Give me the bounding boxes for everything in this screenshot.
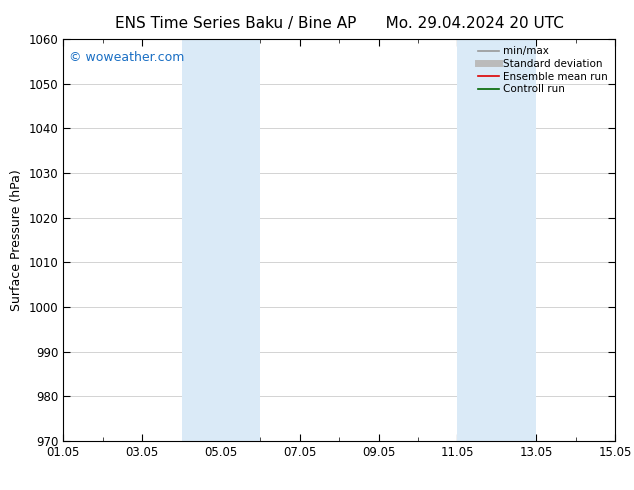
Bar	[181, 39, 261, 441]
Y-axis label: Surface Pressure (hPa): Surface Pressure (hPa)	[10, 169, 23, 311]
Title: ENS Time Series Baku / Bine AP      Mo. 29.04.2024 20 UTC: ENS Time Series Baku / Bine AP Mo. 29.04…	[115, 16, 564, 31]
Text: © woweather.com: © woweather.com	[69, 51, 184, 64]
Legend: min/max, Standard deviation, Ensemble mean run, Controll run: min/max, Standard deviation, Ensemble me…	[476, 45, 610, 97]
Bar	[457, 39, 536, 441]
